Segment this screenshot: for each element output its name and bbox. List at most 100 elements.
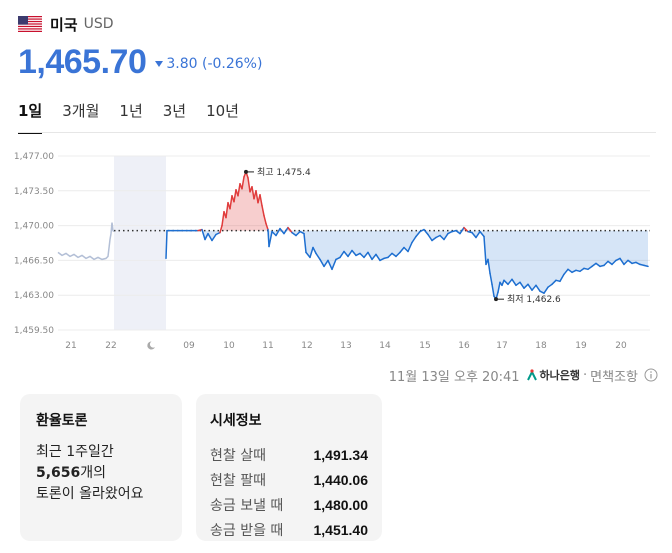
price-line-segment xyxy=(309,246,314,259)
y-tick-label: 1,470.00 xyxy=(14,222,54,232)
price-line-segment xyxy=(327,259,333,271)
price-line-segment xyxy=(471,231,477,239)
price-line-segment xyxy=(459,226,465,235)
x-tick-label: 12 xyxy=(301,341,312,351)
hana-bank-logo-icon xyxy=(526,369,537,381)
x-tick-label: 14 xyxy=(379,341,391,351)
price-change: 3.80 (-0.26%) xyxy=(166,56,263,72)
source-info: 11월 13일 오후 20:41 하나은행 · 면책조항 xyxy=(388,366,658,385)
price-line-segment xyxy=(312,246,317,255)
price-line-segment xyxy=(291,231,297,237)
price-line-segment xyxy=(487,258,491,275)
price-line-segment xyxy=(261,204,265,217)
price-line-segment xyxy=(263,214,267,225)
price-line-segment xyxy=(423,228,429,236)
rate-row: 송금 받을 때 1,451.40 xyxy=(210,517,368,542)
disclaimer-link[interactable]: 면책조항 xyxy=(590,369,638,385)
price-line-segment xyxy=(411,235,417,244)
y-tick-label: 1,477.00 xyxy=(14,152,54,162)
rate-label-cash-sell: 현찰 팔때 xyxy=(210,472,266,489)
price-line-segment xyxy=(283,226,289,235)
x-tick-label: 20 xyxy=(615,341,627,351)
price-line-segment xyxy=(563,268,569,276)
price-line-segment xyxy=(439,234,445,241)
rate-value-send: 1,480.00 xyxy=(313,496,369,513)
tab-3month[interactable]: 3개월 xyxy=(62,102,100,120)
quote-row: 1,465.70 3.80 (-0.26%) xyxy=(18,42,262,82)
discussion-text: 최근 1주일간 5,656개의 토론이 올라왔어요 xyxy=(36,442,166,505)
tab-1year[interactable]: 1년 xyxy=(119,102,143,120)
price-line-segment xyxy=(547,283,553,288)
price-line-segment xyxy=(375,253,381,262)
tab-10year[interactable]: 10년 xyxy=(206,102,239,120)
price-line-segment xyxy=(483,235,487,266)
currency-header: 미국 USD xyxy=(18,13,114,35)
price-line-segment xyxy=(515,281,521,287)
rate-label-receive: 송금 받을 때 xyxy=(210,522,284,539)
price-line-segment xyxy=(403,246,409,253)
price-line-segment xyxy=(443,232,449,241)
price-line-segment xyxy=(211,233,217,242)
price-line-segment xyxy=(255,190,259,204)
price-line-segment xyxy=(531,284,537,291)
price-line-segment xyxy=(275,227,281,237)
pre-market-line xyxy=(57,222,115,261)
discussion-line3: 토론이 올라왔어요 xyxy=(36,486,144,502)
price-line-segment xyxy=(363,251,369,259)
price-line-segment xyxy=(287,226,293,234)
country-name: 미국 xyxy=(50,15,78,34)
price-line-segment xyxy=(395,251,401,258)
high-marker xyxy=(244,169,248,174)
price-line-segment xyxy=(204,232,209,241)
price-line-segment xyxy=(407,241,413,253)
info-icon[interactable] xyxy=(644,368,658,382)
price-line-segment xyxy=(497,281,501,293)
price-line-segment xyxy=(511,278,517,287)
rate-value-cash-buy: 1,491.34 xyxy=(313,446,369,463)
price-line-segment xyxy=(201,228,206,241)
price-line-segment xyxy=(391,252,397,258)
exchange-rate-chart[interactable]: 1,477.00 1,473.50 1,470.00 1,466.50 1,463.00… xyxy=(0,140,672,360)
price-line-segment xyxy=(331,258,337,271)
price-line-segment xyxy=(611,259,617,266)
price-line-segment xyxy=(339,250,345,259)
tab-1day[interactable]: 1일 xyxy=(18,100,43,134)
price-line-segment xyxy=(431,236,437,242)
discussion-card[interactable]: 환율토론 최근 1주일간 5,656개의 토론이 올라왔어요 xyxy=(20,394,182,541)
price-line-segment xyxy=(367,251,373,261)
rate-label-cash-buy: 현찰 살때 xyxy=(210,447,266,464)
price-line-segment xyxy=(359,252,365,259)
price-line-segment xyxy=(551,279,557,286)
rate-info-title: 시세정보 xyxy=(210,413,262,429)
price-line-segment xyxy=(347,249,353,258)
price-line-segment xyxy=(643,264,649,268)
separator-dot: · xyxy=(583,367,588,383)
x-tick-label: 16 xyxy=(458,341,470,351)
tab-3year[interactable]: 3년 xyxy=(162,102,187,120)
x-tick-label: 21 xyxy=(65,341,76,351)
price-line-segment xyxy=(559,273,565,283)
y-tick-label: 1,459.50 xyxy=(14,326,54,336)
price-line-segment xyxy=(489,272,493,286)
price-line-segment xyxy=(591,262,597,268)
price-line-segment xyxy=(491,283,495,297)
update-timestamp: 11월 13일 오후 20:41 xyxy=(388,369,520,385)
price-line-segment xyxy=(475,230,481,239)
price-line-segment xyxy=(623,259,629,266)
us-flag-icon xyxy=(18,16,42,32)
price-line-segment xyxy=(271,230,277,237)
price-line-segment xyxy=(265,222,269,231)
rate-label-send: 송금 보낼 때 xyxy=(210,497,284,514)
price-line-segment xyxy=(579,267,585,273)
period-tabs: 1일 3개월 1년 3년 10년 xyxy=(18,100,259,134)
price-line-segment xyxy=(427,233,433,242)
price-line-segment xyxy=(247,177,251,193)
y-tick-label: 1,463.00 xyxy=(14,291,54,301)
rate-row: 현찰 팔때 1,440.06 xyxy=(210,467,368,492)
price-line-segment xyxy=(225,201,229,219)
x-tick-label: 19 xyxy=(575,341,587,351)
price-line-segment xyxy=(535,284,541,292)
price-line-segment xyxy=(587,265,593,271)
above-reference-fill xyxy=(166,171,648,231)
price-line-segment xyxy=(479,230,485,238)
